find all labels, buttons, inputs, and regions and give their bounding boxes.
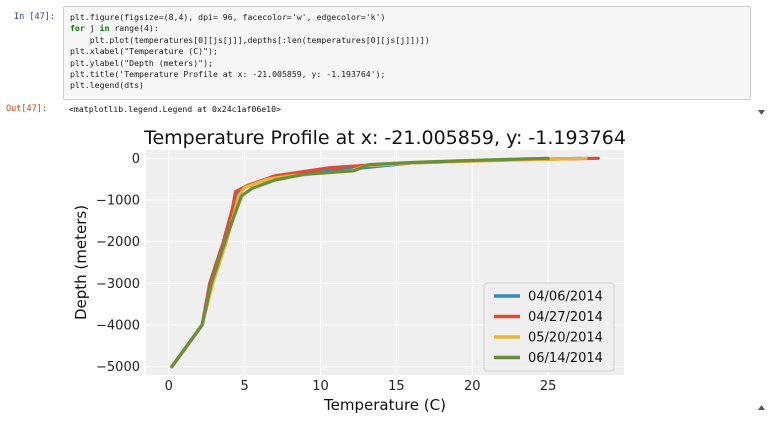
legend: 04/06/2014 04/27/2014 05/20/2014 06/14/2014 <box>483 282 615 372</box>
x-tick-label: 5 <box>240 379 248 394</box>
legend-label: 04/06/2014 <box>528 290 603 305</box>
y-tick-label: 0 <box>132 152 140 167</box>
x-tick-label: 15 <box>388 379 405 394</box>
legend-label: 04/27/2014 <box>528 310 603 325</box>
tick-labels: 0 5 10 15 20 25 0 −1000 −2000 −3000 −4000 −5000 <box>96 152 556 394</box>
code-token: range(4): <box>109 23 159 34</box>
y-axis-label: Depth (meters) <box>72 205 90 320</box>
legend-box <box>483 282 615 372</box>
code-token: j <box>84 23 100 34</box>
output-text: <matplotlib.legend.Legend at 0x24c1af06e… <box>69 104 281 114</box>
code-keyword: in <box>99 23 110 34</box>
series-line-4 <box>170 156 550 369</box>
code-token: plt.ylabel("Depth (meters)"); <box>70 57 213 68</box>
legend-label: 06/14/2014 <box>528 351 603 366</box>
x-tick-label: 25 <box>540 379 557 394</box>
y-tick-label: −1000 <box>96 194 140 209</box>
legend-label: 05/20/2014 <box>528 331 603 346</box>
scroll-down-arrow-icon[interactable] <box>758 405 765 410</box>
code-token: plt.legend(dts) <box>70 80 144 91</box>
y-tick-label: −5000 <box>96 360 140 375</box>
y-tick-label: −3000 <box>96 277 140 292</box>
y-tick-label: −2000 <box>96 235 140 250</box>
input-prompt: In [47]: <box>14 12 55 22</box>
y-tick-label: −4000 <box>96 319 140 334</box>
x-axis-label: Temperature (C) <box>323 396 446 414</box>
code-cell[interactable]: plt.figure(figsize=(8,4), dpi= 96, facec… <box>63 6 751 100</box>
x-tick-label: 10 <box>312 379 329 394</box>
code-token: plt.title('Temperature Profile at x: -21… <box>70 69 386 80</box>
code-token: plt.plot(temperatures[0][js[j]],depths[:… <box>70 34 430 45</box>
chart-title: Temperature Profile at x: -21.005859, y:… <box>143 127 626 149</box>
series-group <box>170 156 600 369</box>
code-token: plt.figure(figsize=(8,4), dpi= 96, facec… <box>70 12 386 22</box>
code-editor[interactable]: plt.figure(figsize=(8,4), dpi= 96, facec… <box>70 12 430 92</box>
x-tick-label: 0 <box>165 379 173 394</box>
code-keyword: for <box>70 23 85 34</box>
scroll-up-arrow-icon[interactable] <box>758 110 765 115</box>
output-prompt: Out[47]: <box>6 104 47 114</box>
code-token: plt.xlabel("Temperature (C)"); <box>70 46 218 57</box>
x-tick-label: 20 <box>464 379 481 394</box>
scrollbar[interactable] <box>757 110 766 410</box>
